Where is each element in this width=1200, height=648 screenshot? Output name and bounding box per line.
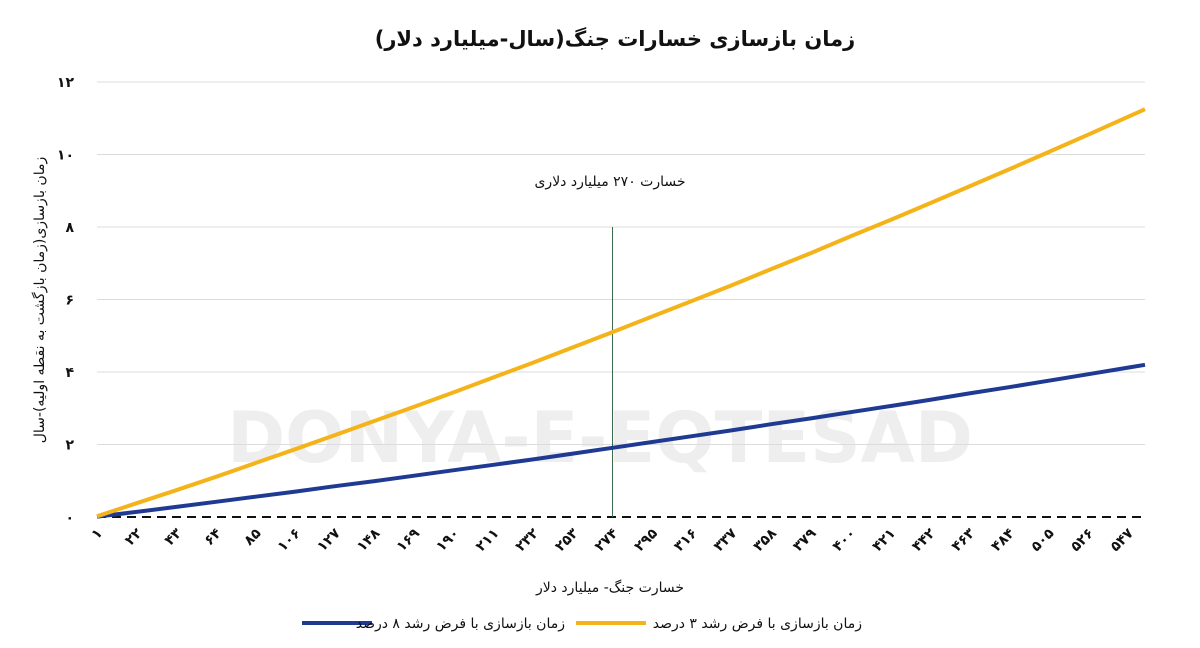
x-tick-label: ۳۳۷ [711,525,741,555]
x-tick-label: ۸۵ [241,525,265,549]
x-tick-label: ۴۳ [162,525,186,549]
x-tick-label: ۴۶۳ [949,525,979,555]
y-tick-label: ۶ [65,293,74,309]
x-tick-label: ۱۴۸ [354,525,384,555]
x-tick-label: ۱۰۶ [275,526,304,555]
y-tick-label: ۸ [65,220,74,236]
legend: زمان بازسازی با فرض رشد ۸ درصد زمان بازس… [302,616,862,632]
annotation-label: خسارت ۲۷۰ میلیارد دلاری [534,174,685,190]
x-tick-label: ۲۳۲ [513,525,543,555]
x-tick-label: ۳۵۸ [751,525,781,555]
x-tick-label: ۴۸۴ [988,525,1018,555]
series-line-3pct [96,107,1146,519]
x-tick-label: ۵۰۵ [1028,525,1058,555]
y-axis-label: زمان بازسازی(زمان بازگشت به نقطه اولیه)-… [31,157,48,444]
x-tick-label: ۶۴ [201,525,225,549]
x-tick-label: ۱۲۷ [314,525,344,555]
legend-label-8pct: زمان بازسازی با فرض رشد ۸ درصد [356,616,565,632]
x-tick-label: ۴۰۰ [830,526,859,555]
x-tick-label: ۲۷۴ [592,525,622,555]
x-tick-label: ۲۵۳ [552,525,582,555]
x-tick-label: ۳۷۹ [790,525,820,555]
x-tick-label: ۵۲۶ [1068,526,1097,555]
y-tick-label: ۴ [65,365,74,381]
x-tick-label: ۲۹۵ [632,525,662,555]
x-tick-label: ۲۱۱ [473,526,502,555]
series-line-8pct [96,362,1146,519]
x-tick-label: ۴۲۱ [869,526,898,555]
x-tick-label: ۲۲ [122,525,146,549]
y-tick-label: ۰ [65,510,74,526]
x-tick-label: ۱۹۰ [433,526,462,555]
x-tick-label: ۱ [88,526,105,543]
y-tick-label: ۱۲ [57,75,75,91]
y-tick-label: ۲ [65,438,74,454]
y-tick-label: ۱۰ [57,148,74,164]
x-tick-label: ۳۱۶ [671,526,700,555]
chart-title: زمان بازسازی خسارات جنگ(سال-میلیارد دلار… [375,26,856,51]
legend-label-3pct: زمان بازسازی با فرض رشد ۳ درصد [653,616,862,632]
x-tick-label: ۱۶۹ [394,525,424,555]
x-axis-label: خسارت جنگ- میلیارد دلار [535,579,684,596]
x-tick-label: ۴۴۲ [909,525,939,555]
x-tick-label: ۵۴۷ [1107,525,1137,555]
